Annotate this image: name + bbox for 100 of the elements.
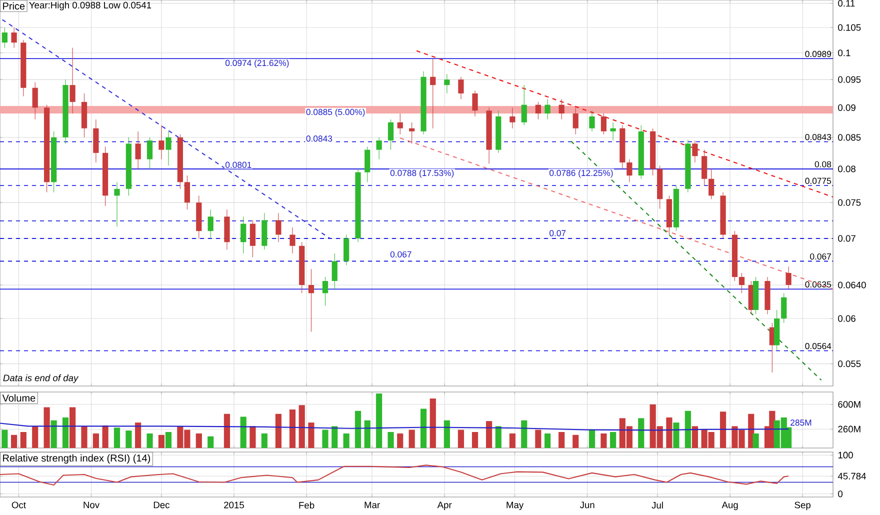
y-tick-label: 0.11 (838, 0, 855, 7)
candlestick (158, 125, 164, 160)
candlestick (472, 90, 478, 117)
bar (126, 430, 132, 448)
y-tick-label: 0 (838, 490, 843, 498)
bar (364, 420, 370, 448)
annotation: 0.0843 (306, 136, 332, 142)
ref-line-label: 0.0843 (805, 134, 832, 140)
candlestick (521, 84, 527, 126)
candlestick (146, 137, 153, 170)
bar (261, 433, 268, 448)
bar (298, 405, 305, 448)
y-tick-label: 0.06 (838, 315, 856, 322)
bar (308, 422, 314, 448)
candlestick (397, 113, 403, 135)
candlestick (708, 168, 714, 200)
bar (208, 436, 214, 448)
x-tick-label: Nov (84, 502, 100, 508)
bar (50, 420, 57, 448)
bar (289, 409, 296, 448)
ref-line-label: 0.08 (814, 161, 832, 168)
bar (81, 426, 88, 448)
line-series (0, 464, 790, 486)
bar (752, 433, 759, 448)
bar (444, 420, 450, 448)
bar (521, 420, 528, 448)
x-tick-label: Jul (652, 502, 663, 509)
bar (165, 432, 172, 448)
bar (11, 434, 18, 448)
bar (250, 426, 256, 448)
y-tick-label: 260M (838, 426, 860, 432)
bar (376, 393, 382, 448)
candlestick (308, 268, 314, 332)
bar (600, 433, 607, 448)
y-tick-label: 0.095 (838, 76, 861, 83)
bar (638, 418, 644, 448)
bar (397, 433, 404, 448)
bar (224, 414, 230, 448)
y-tick-label: 0.08 (838, 166, 856, 172)
x-tick-label: Apr (437, 502, 452, 510)
candlestick (702, 150, 708, 186)
bar (666, 417, 672, 448)
ref-line-label: 0.0989 (805, 50, 831, 58)
candlestick (610, 122, 616, 141)
candlestick (135, 131, 141, 170)
candlestick (692, 140, 698, 163)
x-tick-label: Sep (794, 502, 810, 510)
candlestick (240, 216, 246, 254)
bar (388, 432, 394, 448)
annotation: 0.0801 (225, 162, 252, 168)
bar (275, 414, 282, 448)
y-tick-label: 0.07 (838, 235, 856, 242)
bar (322, 430, 328, 448)
bar (354, 410, 362, 448)
candlestick (589, 110, 595, 132)
candlestick (444, 74, 450, 94)
bar (92, 433, 99, 448)
bar (610, 432, 616, 448)
x-tick-label: Jun (580, 502, 594, 508)
bar (420, 408, 427, 448)
candlestick (600, 113, 607, 135)
x-tick-label: Mar (364, 502, 380, 508)
bar (486, 421, 492, 448)
x-tick-label: 2015 (224, 502, 244, 508)
y-tick-label: 0.105 (838, 24, 861, 31)
bar (332, 426, 338, 448)
y-tick-label: 0.075 (838, 199, 861, 206)
candlestick (388, 119, 394, 150)
bar (509, 433, 516, 448)
bar (720, 412, 726, 448)
candlestick (250, 220, 256, 258)
y-tick-label: 45.784 (838, 472, 866, 480)
bar (458, 430, 464, 448)
bar (472, 432, 478, 448)
annotation: 0.067 (390, 251, 412, 258)
bar (146, 433, 153, 448)
candlestick (781, 292, 787, 324)
y-tick-label: 0.1 (838, 50, 850, 56)
bar (44, 407, 50, 448)
candlestick (558, 98, 564, 120)
annotation: 0.0788 (17.53%) (390, 170, 454, 178)
chart-title: Volume (2, 394, 36, 402)
bar (588, 430, 596, 448)
ref-line-label: 0.0775 (805, 178, 832, 184)
bar (20, 432, 26, 448)
annotation: Data is end of day (3, 374, 79, 384)
bar (673, 422, 680, 448)
candlestick (276, 212, 282, 242)
bar (62, 417, 69, 448)
candlestick (430, 58, 436, 129)
bar (684, 410, 691, 448)
x-tick-label: May (506, 502, 524, 510)
candlestick (364, 146, 370, 182)
candlestick (70, 47, 76, 114)
candlestick (184, 175, 190, 210)
candlestick (332, 253, 338, 290)
bar (535, 430, 542, 448)
y-tick-label: 0.085 (838, 134, 861, 141)
annotation: 285M (790, 420, 812, 426)
candlestick (572, 107, 578, 135)
